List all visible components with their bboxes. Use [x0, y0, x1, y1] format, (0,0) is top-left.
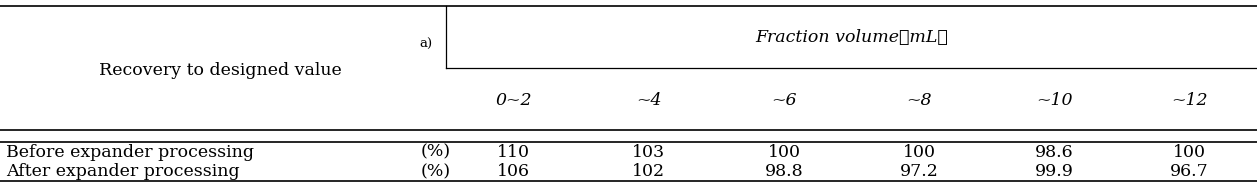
Text: Recovery to designed value: Recovery to designed value — [98, 62, 342, 79]
Text: 98.8: 98.8 — [764, 163, 803, 180]
Text: ~6: ~6 — [772, 92, 797, 109]
Text: 0~2: 0~2 — [495, 92, 532, 109]
Text: 100: 100 — [1173, 144, 1205, 161]
Text: ~12: ~12 — [1172, 92, 1208, 109]
Text: 106: 106 — [498, 163, 530, 180]
Text: (%): (%) — [421, 163, 451, 180]
Text: 99.9: 99.9 — [1035, 163, 1073, 180]
Text: ~8: ~8 — [906, 92, 931, 109]
Text: Fraction volume（mL）: Fraction volume（mL） — [755, 29, 948, 46]
Text: 96.7: 96.7 — [1170, 163, 1209, 180]
Text: 103: 103 — [632, 144, 665, 161]
Text: 100: 100 — [903, 144, 935, 161]
Text: 110: 110 — [498, 144, 530, 161]
Text: (%): (%) — [421, 144, 451, 161]
Text: ~10: ~10 — [1036, 92, 1072, 109]
Text: 100: 100 — [768, 144, 801, 161]
Text: ~4: ~4 — [636, 92, 661, 109]
Text: After expander processing: After expander processing — [6, 163, 240, 180]
Text: 97.2: 97.2 — [900, 163, 939, 180]
Text: Before expander processing: Before expander processing — [6, 144, 254, 161]
Text: a): a) — [420, 38, 432, 51]
Text: 98.6: 98.6 — [1035, 144, 1073, 161]
Text: 102: 102 — [632, 163, 665, 180]
